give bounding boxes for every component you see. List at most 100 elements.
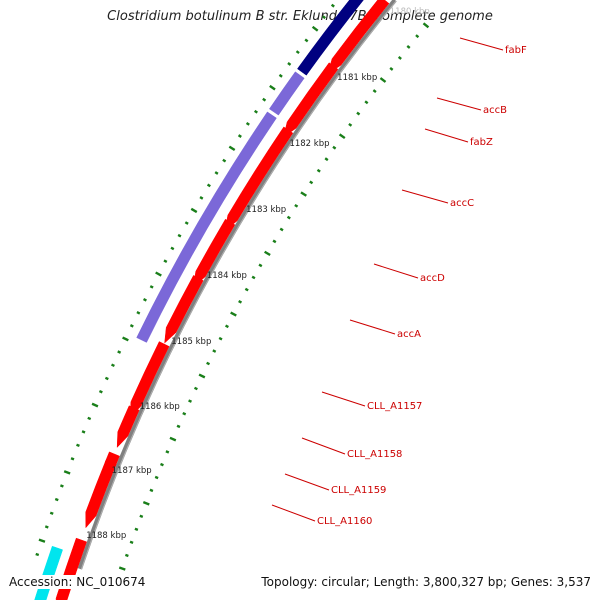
minor-tick-inner bbox=[139, 514, 144, 518]
minor-tick-inner bbox=[338, 133, 346, 140]
kbp-tick-label: 1184 kbp bbox=[207, 271, 247, 281]
minor-tick-outer bbox=[142, 298, 147, 302]
feature-layer bbox=[34, 0, 390, 600]
forward-cds-arrow bbox=[85, 459, 117, 529]
kbp-tick-label: 1183 kbp bbox=[246, 205, 286, 215]
minor-tick-outer bbox=[59, 484, 64, 488]
minor-tick-inner bbox=[149, 488, 154, 493]
gene-leader-line bbox=[284, 473, 330, 491]
minor-tick-outer bbox=[177, 233, 182, 238]
gene-leader-line bbox=[436, 97, 482, 111]
minor-tick-inner bbox=[212, 349, 217, 353]
reverse-cds bbox=[136, 111, 277, 343]
minor-tick-outer bbox=[245, 121, 250, 126]
minor-tick-outer bbox=[228, 145, 236, 152]
minor-tick-inner bbox=[206, 361, 211, 366]
kbp-tick-label: 1188 kbp bbox=[86, 531, 126, 541]
minor-tick-inner bbox=[118, 566, 126, 571]
minor-tick-outer bbox=[54, 497, 59, 502]
gene-leader-line bbox=[373, 263, 419, 279]
minor-tick-outer bbox=[184, 221, 189, 225]
genome-summary-text: Topology: circular; Length: 3,800,327 bp… bbox=[261, 575, 591, 589]
map-title: Clostridium botulinum B str. Eklund 17B,… bbox=[107, 9, 493, 24]
minor-tick-outer bbox=[222, 158, 227, 163]
minor-tick-inner bbox=[324, 157, 329, 162]
minor-tick-inner bbox=[332, 145, 337, 150]
minor-tick-inner bbox=[272, 239, 277, 244]
minor-tick-outer bbox=[104, 376, 109, 381]
reverse-cds-dark bbox=[297, 0, 364, 76]
minor-tick-outer bbox=[253, 109, 258, 114]
minor-tick-outer bbox=[214, 171, 219, 175]
minor-tick-inner bbox=[238, 299, 243, 304]
gene-leader-line bbox=[301, 437, 346, 455]
minor-tick-inner bbox=[193, 386, 198, 391]
minor-tick-inner bbox=[356, 111, 361, 116]
minor-tick-inner bbox=[230, 311, 237, 317]
minor-tick-inner bbox=[286, 215, 291, 220]
minor-tick-outer bbox=[70, 457, 75, 461]
minor-tick-outer bbox=[111, 363, 115, 367]
minor-tick-inner bbox=[258, 263, 263, 268]
minor-tick-inner bbox=[124, 553, 129, 558]
minor-tick-outer bbox=[287, 62, 292, 66]
minor-tick-inner bbox=[160, 462, 164, 467]
gene-label: CLL_A1160 bbox=[317, 516, 372, 527]
minor-tick-inner bbox=[415, 34, 420, 39]
minor-tick-outer bbox=[35, 552, 40, 557]
backbone-arc-highlight bbox=[80, 0, 397, 570]
minor-tick-inner bbox=[372, 89, 377, 94]
minor-tick-outer bbox=[170, 246, 175, 251]
minor-tick-outer bbox=[278, 73, 283, 78]
minor-tick-outer bbox=[129, 324, 134, 328]
gene-leader-line bbox=[459, 37, 504, 51]
gene-label: accC bbox=[450, 198, 474, 209]
minor-tick-outer bbox=[136, 311, 141, 315]
kbp-tick-label: 1186 kbp bbox=[140, 402, 180, 412]
accession-text: Accession: NC_010674 bbox=[9, 575, 146, 589]
reverse-cds bbox=[269, 71, 305, 116]
minor-tick-inner bbox=[316, 168, 321, 173]
kbp-tick-label: 1180 kbp bbox=[390, 7, 430, 17]
minor-tick-inner bbox=[422, 22, 430, 29]
kbp-tick-label: 1182 kbp bbox=[289, 139, 329, 149]
minor-tick-outer bbox=[269, 84, 276, 91]
gene-label: CLL_A1159 bbox=[331, 485, 386, 496]
minor-tick-outer bbox=[98, 389, 103, 394]
forward-cds-arrow bbox=[327, 0, 390, 75]
forward-cds-arrow bbox=[283, 62, 339, 138]
minor-tick-outer bbox=[304, 38, 309, 43]
gene-label: accB bbox=[483, 105, 507, 116]
minor-tick-outer bbox=[63, 470, 71, 475]
minor-tick-outer bbox=[206, 183, 211, 188]
minor-tick-inner bbox=[154, 475, 159, 480]
minor-tick-inner bbox=[134, 527, 139, 531]
minor-tick-outer bbox=[190, 207, 198, 214]
minor-tick-inner bbox=[129, 540, 134, 545]
minor-tick-outer bbox=[81, 430, 86, 434]
gene-leader-line bbox=[401, 189, 449, 204]
gene-leader-line bbox=[321, 391, 366, 407]
minor-tick-inner bbox=[389, 66, 394, 71]
minor-tick-outer bbox=[237, 134, 242, 138]
backbone-arc bbox=[77, 0, 397, 570]
minor-tick-inner bbox=[224, 324, 229, 329]
minor-tick-inner bbox=[176, 424, 181, 429]
minor-tick-outer bbox=[295, 50, 300, 55]
minor-tick-inner bbox=[244, 287, 249, 292]
kbp-tick-label: 1187 kbp bbox=[112, 466, 152, 476]
minor-tick-outer bbox=[199, 196, 204, 200]
gene-label: accA bbox=[397, 329, 421, 340]
gene-label: fabZ bbox=[470, 137, 493, 148]
minor-tick-outer bbox=[155, 271, 162, 277]
minor-tick-outer bbox=[163, 259, 168, 263]
minor-tick-inner bbox=[218, 336, 223, 341]
minor-tick-inner bbox=[309, 180, 314, 185]
minor-tick-inner bbox=[198, 373, 206, 379]
tick-layer bbox=[35, 3, 430, 584]
minor-tick-inner bbox=[188, 399, 192, 403]
minor-tick-outer bbox=[87, 416, 92, 421]
gene-label: fabF bbox=[505, 45, 527, 56]
minor-tick-inner bbox=[279, 227, 284, 232]
